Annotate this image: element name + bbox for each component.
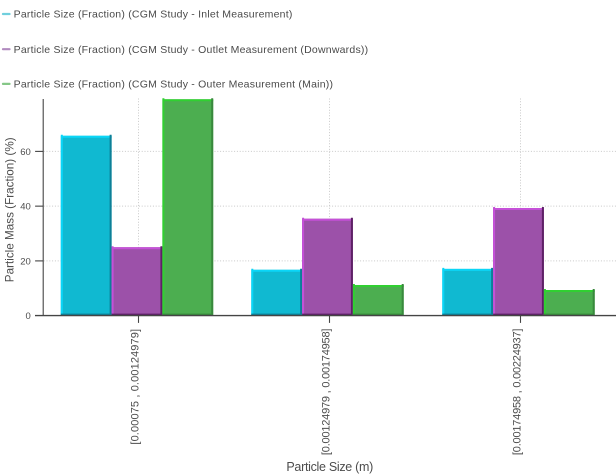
svg-text:[0.00075 , 0.00124979]: [0.00075 , 0.00124979] [130,329,142,445]
svg-text:20: 20 [20,256,31,267]
svg-text:[0.00174958 , 0.00224937]: [0.00174958 , 0.00224937] [512,329,524,455]
svg-text:0: 0 [26,311,31,322]
svg-text:40: 40 [20,202,31,213]
svg-text:60: 60 [20,147,31,158]
svg-text:Particle Size (Fraction) (CGM: Particle Size (Fraction) (CGM Study - Ou… [14,79,334,91]
svg-text:Particle Size (Fraction) (CGM: Particle Size (Fraction) (CGM Study - In… [14,9,293,21]
svg-text:[0.00124979 , 0.00174958]: [0.00124979 , 0.00174958] [321,329,333,455]
svg-text:Particle Size (m): Particle Size (m) [286,460,373,474]
svg-text:Particle Mass (Fraction) (%): Particle Mass (Fraction) (%) [4,137,17,282]
svg-text:Particle Size (Fraction) (CGM: Particle Size (Fraction) (CGM Study - Ou… [14,44,369,56]
